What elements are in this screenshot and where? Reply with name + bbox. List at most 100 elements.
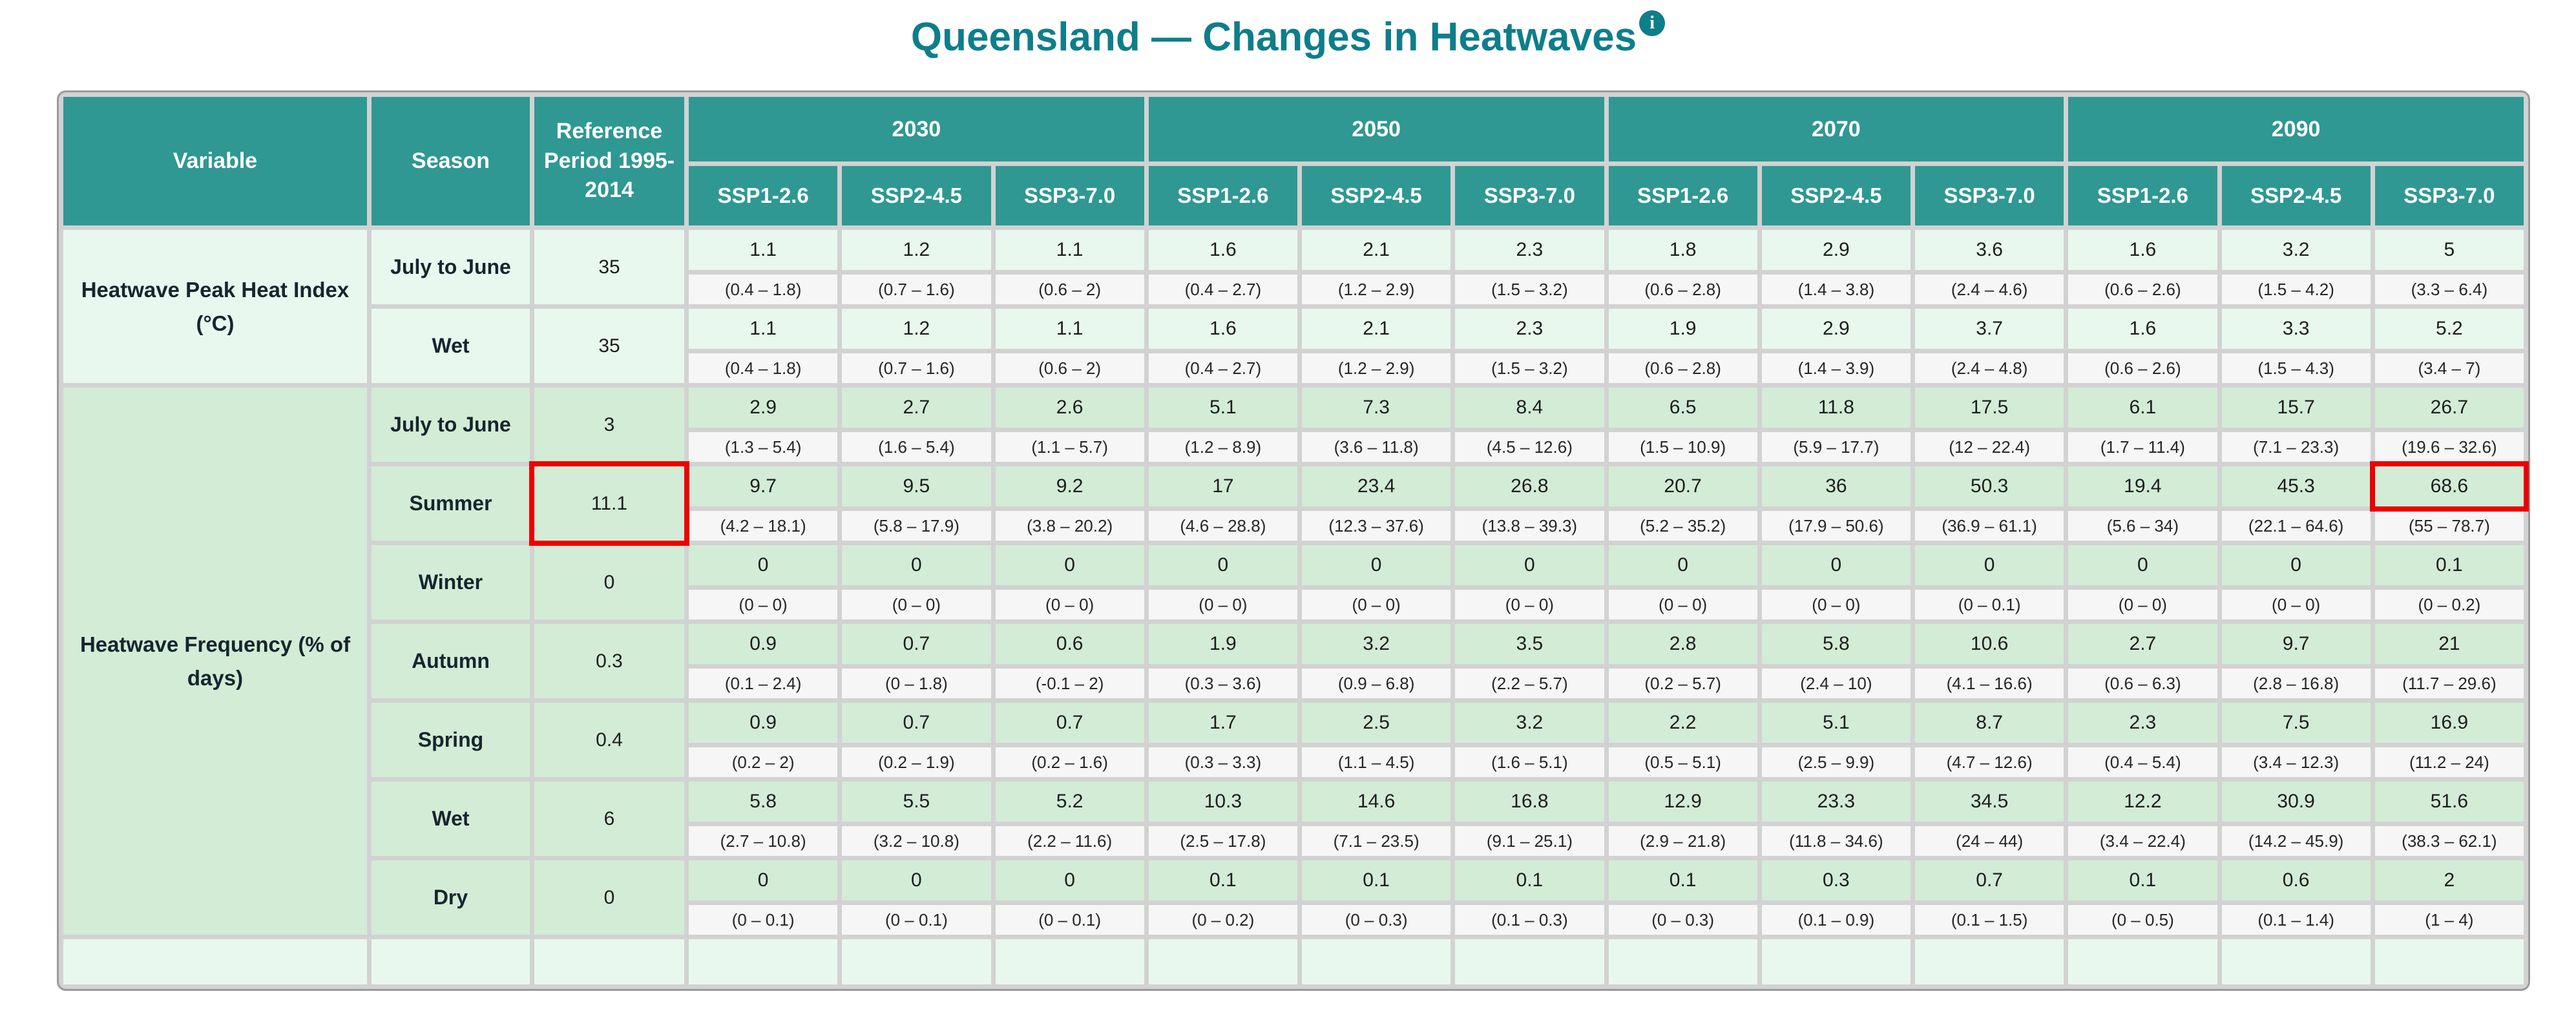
range-cell: (3.2 – 10.8) — [842, 826, 991, 856]
value-cell: 5 — [2374, 230, 2524, 270]
sliver-cell — [995, 939, 1144, 984]
table-row: Heatwave Frequency (% of days) July to Ju… — [63, 388, 2524, 935]
range-cell: (11.8 – 34.6) — [1761, 826, 1911, 856]
sliver-cell — [63, 939, 367, 984]
fixed-column-header: Reference Period 1995-2014 — [534, 97, 684, 225]
fixed-column-header: Season — [372, 97, 530, 225]
reference-cell: 0 — [534, 545, 684, 619]
value-cell: 0.3 — [1761, 860, 1911, 900]
range-cell: (-0.1 – 2) — [995, 669, 1144, 698]
range-cell: (1.2 – 2.9) — [1302, 275, 1451, 304]
value-cell: 0.1 — [1302, 860, 1451, 900]
value-cell: 0.9 — [689, 703, 838, 743]
sliver-cell — [1455, 939, 1604, 984]
range-cell: (0.5 – 5.1) — [1608, 747, 1757, 777]
value-cell: 0.7 — [842, 624, 991, 664]
table-row: Autumn 0.3 0.9 0.7 0.6 1.9 3.2 3.5 2.8 5.8 10.6 2.7… — [63, 624, 2524, 698]
value-cell: 2.6 — [995, 388, 1144, 428]
value-cell: 0 — [1608, 545, 1757, 585]
range-cell: (1.4 – 3.9) — [1761, 353, 1911, 383]
table-row: Wet 35 1.1 1.2 1.1 1.6 2.1 2.3 1.9 2.9 3.7 1.6 3.3 5.… — [63, 309, 2524, 383]
reference-cell: 35 — [534, 230, 684, 304]
range-cell: (0.6 – 6.3) — [2068, 669, 2217, 698]
range-cell: (1.2 – 8.9) — [1148, 432, 1297, 462]
table-row-range: (1.3 – 5.4) (1.6 – 5.4) (1.1 – 5.7) (1.2 – … — [63, 432, 2524, 462]
range-cell: (22.1 – 64.6) — [2221, 511, 2371, 541]
range-cell: (0.4 – 2.7) — [1148, 353, 1297, 383]
value-cell: 6.1 — [2068, 388, 2217, 428]
season-cell: Spring — [372, 703, 530, 777]
value-cell: 3.5 — [1455, 624, 1604, 664]
range-cell: (1.3 – 5.4) — [689, 432, 838, 462]
info-icon[interactable]: i — [1639, 10, 1666, 36]
range-cell: (1 – 4) — [2374, 905, 2524, 935]
value-cell: 5.2 — [2374, 309, 2524, 349]
reference-cell: 0.4 — [534, 703, 684, 777]
value-cell: 2.8 — [1608, 624, 1757, 664]
range-cell: (0.6 – 2.6) — [2068, 353, 2217, 383]
sliver-cell — [1302, 939, 1451, 984]
value-cell: 2.9 — [689, 388, 838, 428]
season-cell: July to June — [372, 388, 530, 462]
range-cell: (1.7 – 11.4) — [2068, 432, 2217, 462]
value-cell: 2.2 — [1608, 703, 1757, 743]
value-cell: 9.7 — [689, 466, 838, 506]
season-cell: Wet — [372, 309, 530, 383]
value-cell: 10.6 — [1915, 624, 2064, 664]
value-cell: 15.7 — [2221, 388, 2371, 428]
table-row-range: (2.7 – 10.8) (3.2 – 10.8) (2.2 – 11.6) (2.5… — [63, 826, 2524, 856]
sliver-cell — [1915, 939, 2064, 984]
scenario-header-2090-SSP2-4.5: SSP2-4.5 — [2221, 166, 2371, 225]
range-cell: (0 – 0) — [1148, 590, 1297, 619]
table-row: Wet 6 5.8 5.5 5.2 10.3 14.6 16.8 12.9 23.3 34.5 12.… — [63, 782, 2524, 856]
scenario-header-2030-SSP3-7.0: SSP3-7.0 — [995, 166, 1144, 225]
value-cell: 5.5 — [842, 782, 991, 822]
scenario-header-2070-SSP3-7.0: SSP3-7.0 — [1915, 166, 2064, 225]
value-cell: 0 — [1455, 545, 1604, 585]
value-cell: 0 — [2221, 545, 2371, 585]
range-cell: (13.8 – 39.3) — [1455, 511, 1604, 541]
page-title: Queensland — Changes in Heatwaves — [910, 15, 1637, 59]
reference-cell: 0.3 — [534, 624, 684, 698]
value-cell: 2 — [2374, 860, 2524, 900]
fixed-column-header: Variable — [63, 97, 367, 225]
value-cell: 2.3 — [2068, 703, 2217, 743]
value-cell: 3.2 — [2221, 230, 2371, 270]
range-cell: (5.6 – 34) — [2068, 511, 2217, 541]
partial-row — [63, 939, 2524, 984]
value-cell: 30.9 — [2221, 782, 2371, 822]
value-cell: 23.3 — [1761, 782, 1911, 822]
range-cell: (4.7 – 12.6) — [1915, 747, 2064, 777]
range-cell: (0 – 0) — [2221, 590, 2371, 619]
range-cell: (5.2 – 35.2) — [1608, 511, 1757, 541]
value-cell: 1.1 — [995, 230, 1144, 270]
title-bar: Queensland — Changes in Heatwaves i — [0, 0, 2576, 90]
reference-cell: 0 — [534, 860, 684, 935]
scenario-header-2090-SSP3-7.0: SSP3-7.0 — [2374, 166, 2524, 225]
value-cell: 0.1 — [2374, 545, 2524, 585]
value-cell: 16.8 — [1455, 782, 1604, 822]
season-cell: Dry — [372, 860, 530, 935]
table-row-range: (0.4 – 1.8) (0.7 – 1.6) (0.6 – 2) (0.4 – 2.… — [63, 353, 2524, 383]
year-header-2030: 2030 — [689, 97, 1144, 161]
value-cell: 5.8 — [1761, 624, 1911, 664]
range-cell: (2.7 – 10.8) — [689, 826, 838, 856]
range-cell: (0.9 – 6.8) — [1302, 669, 1451, 698]
scenario-header-2090-SSP1-2.6: SSP1-2.6 — [2068, 166, 2217, 225]
range-cell: (1.5 – 3.2) — [1455, 353, 1604, 383]
value-cell: 0.1 — [1148, 860, 1297, 900]
range-cell: (3.4 – 7) — [2374, 353, 2524, 383]
value-cell: 6.5 — [1608, 388, 1757, 428]
value-cell: 51.6 — [2374, 782, 2524, 822]
range-cell: (5.9 – 17.7) — [1761, 432, 1911, 462]
range-cell: (0.2 – 1.6) — [995, 747, 1144, 777]
value-cell: 1.1 — [995, 309, 1144, 349]
range-cell: (0.2 – 1.9) — [842, 747, 991, 777]
scenario-header-2050-SSP3-7.0: SSP3-7.0 — [1455, 166, 1604, 225]
value-cell: 3.2 — [1455, 703, 1604, 743]
value-cell: 2.7 — [842, 388, 991, 428]
value-cell: 1.6 — [2068, 309, 2217, 349]
range-cell: (0.6 – 2.6) — [2068, 275, 2217, 304]
range-cell: (3.3 – 6.4) — [2374, 275, 2524, 304]
range-cell: (1.2 – 2.9) — [1302, 353, 1451, 383]
